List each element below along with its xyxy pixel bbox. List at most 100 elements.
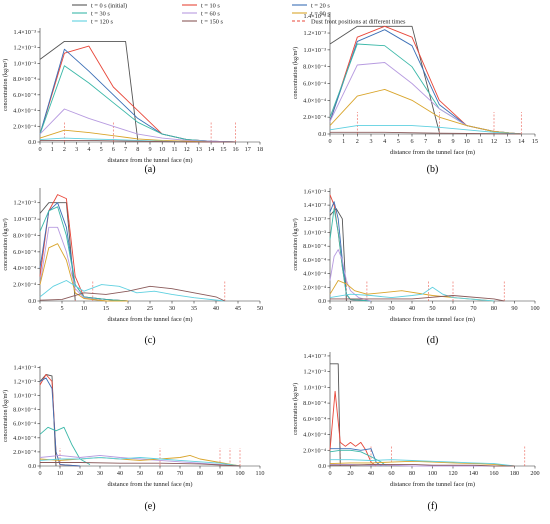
t-series-7 — [39, 285, 225, 302]
panel-caption: (f) — [428, 501, 438, 512]
y-tick-label: 0.0 — [318, 298, 326, 305]
x-tick-label: 200 — [530, 470, 539, 477]
x-tick-label: 6 — [112, 146, 115, 153]
y-tick-label: 4.0×10⁻⁴ — [303, 432, 326, 439]
y-tick-label: 1.2×10⁻³ — [13, 378, 36, 385]
x-axis-title: distance from the tunnel face (m) — [390, 149, 475, 156]
legend-label: t = 90 s — [311, 10, 330, 17]
t-series-3 — [39, 206, 129, 302]
x-tick-label: 8 — [136, 146, 139, 153]
x-tick-label: 20 — [125, 305, 131, 312]
t-series-3 — [329, 208, 372, 302]
x-tick-label: 9 — [451, 138, 454, 145]
legend-item: t = 10 s — [182, 2, 220, 9]
legend-label: t = 0 s (initial) — [91, 2, 127, 9]
y-tick-label: 1.2×10⁻³ — [13, 45, 36, 52]
legend-label: Dust front positions at different times — [311, 18, 406, 25]
x-tick-label: 10 — [347, 305, 353, 312]
x-tick-label: 60 — [450, 305, 456, 312]
panel-caption: (c) — [144, 335, 155, 346]
y-axis-title: concentration (kg/m³) — [292, 47, 299, 99]
x-tick-label: 10 — [81, 305, 87, 312]
y-tick-label: 4.0×10⁻⁴ — [13, 108, 36, 115]
x-tick-label: 7 — [124, 146, 127, 153]
x-tick-label: 5 — [100, 146, 103, 153]
x-tick-label: 2 — [63, 146, 66, 153]
x-tick-label: 60 — [157, 470, 163, 477]
y-tick-label: 2.0×10⁻⁴ — [13, 123, 36, 130]
chart-panel-f: 0 20 40 60 80 100 120 140 160 180 200 0.0 2.0×10⁻⁴ 4.… — [292, 352, 540, 512]
legend-item: t = 60 s — [182, 10, 220, 17]
y-tick-label: 1.2×10⁻³ — [13, 200, 36, 207]
y-tick-label: 0.0 — [28, 298, 36, 305]
y-tick-label: 8.0×10⁻⁴ — [13, 76, 36, 83]
x-tick-label: 30 — [97, 470, 103, 477]
x-tick-label: 10 — [464, 138, 470, 145]
chart-panel-e: 0 10 20 30 40 50 60 70 80 90 100 110 0.0 2.0×10⁻⁴ 4.0×… — [2, 364, 265, 512]
legend-label: t = 120 s — [91, 18, 113, 25]
x-tick-label: 120 — [448, 470, 457, 477]
y-tick-label: 6.0×10⁻⁴ — [13, 249, 36, 256]
legend-item: t = 20 s — [292, 2, 330, 9]
t-series-0 — [329, 208, 347, 302]
y-tick-label: 6.0×10⁻⁴ — [303, 416, 326, 423]
x-tick-label: 20 — [368, 305, 374, 312]
y-tick-label: 4.0×10⁻⁴ — [303, 271, 326, 278]
y-tick-label: 1.4×10⁻³ — [303, 13, 326, 20]
x-tick-label: 90 — [511, 305, 517, 312]
t-series-2 — [39, 48, 236, 143]
y-tick-label: 1.6×10⁻³ — [303, 188, 326, 195]
x-tick-label: 15 — [103, 305, 109, 312]
x-tick-label: 3 — [75, 146, 78, 153]
x-tick-label: 4 — [383, 138, 386, 145]
y-tick-label: 1.4×10⁻³ — [13, 29, 36, 36]
x-tick-label: 5 — [60, 305, 63, 312]
y-tick-label: 4.0×10⁻⁴ — [13, 435, 36, 442]
x-tick-label: 40 — [368, 470, 374, 477]
t-series-6 — [329, 125, 522, 135]
x-tick-label: 30 — [388, 305, 394, 312]
y-tick-label: 0.0 — [318, 131, 326, 138]
x-tick-label: 8 — [438, 138, 441, 145]
y-tick-label: 1.0×10⁻³ — [13, 60, 36, 67]
legend: t = 0 s (initial) t = 10 s t = 20 s t = 30 … — [72, 2, 406, 25]
t-series-6 — [330, 459, 515, 467]
x-tick-label: 9 — [148, 146, 151, 153]
y-axis-title: concentration (kg/m³) — [292, 218, 299, 270]
x-tick-label: 13 — [505, 138, 511, 145]
x-tick-label: 0 — [38, 470, 41, 477]
panel-caption: (a) — [144, 164, 155, 175]
x-tick-label: 40 — [213, 305, 219, 312]
t-series-7 — [330, 463, 515, 467]
x-tick-label: 11 — [477, 138, 483, 145]
y-tick-label: 1.0×10⁻³ — [13, 216, 36, 223]
x-tick-label: 14 — [518, 138, 524, 145]
x-tick-label: 70 — [470, 305, 476, 312]
x-tick-label: 50 — [257, 305, 263, 312]
y-tick-label: 8.0×10⁻⁴ — [13, 407, 36, 414]
x-tick-label: 180 — [510, 470, 519, 477]
y-tick-label: 2.0×10⁻⁴ — [13, 449, 36, 456]
x-axis-title: distance from the tunnel face (m) — [108, 157, 193, 164]
y-tick-label: 1.4×10⁻³ — [303, 202, 326, 209]
x-tick-label: 4 — [87, 146, 90, 153]
y-tick-label: 8.0×10⁻⁴ — [303, 400, 326, 407]
legend-item: t = 150 s — [182, 18, 223, 25]
x-tick-label: 12 — [491, 138, 497, 145]
x-axis-title: distance from the tunnel face (m) — [390, 316, 475, 323]
x-tick-label: 15 — [532, 138, 538, 145]
x-axis-title: distance from the tunnel face (m) — [390, 481, 475, 488]
t-series-5 — [329, 280, 495, 302]
legend-item: Dust front positions at different times — [292, 18, 406, 25]
t-series-5 — [329, 88, 522, 135]
chart-panel-d: 0 10 20 30 40 50 60 70 80 90 100 0.0 2.0×10⁻⁴ 4.0×10⁻… — [292, 188, 540, 346]
y-tick-label: 1.2×10⁻³ — [303, 30, 326, 37]
y-tick-label: 8.0×10⁻⁴ — [13, 232, 36, 239]
legend-label: t = 10 s — [201, 2, 220, 9]
x-tick-label: 80 — [409, 470, 415, 477]
x-tick-label: 25 — [147, 305, 153, 312]
t-series-0 — [330, 363, 341, 467]
chart-panel-c: 0 5 10 15 20 25 30 35 40 45 50 0.0 2.0×10⁻⁴ 4.0×10⁻⁴ 6… — [2, 188, 263, 346]
y-tick-label: 8.0×10⁻⁴ — [303, 243, 326, 250]
panel-caption: (d) — [427, 335, 439, 346]
